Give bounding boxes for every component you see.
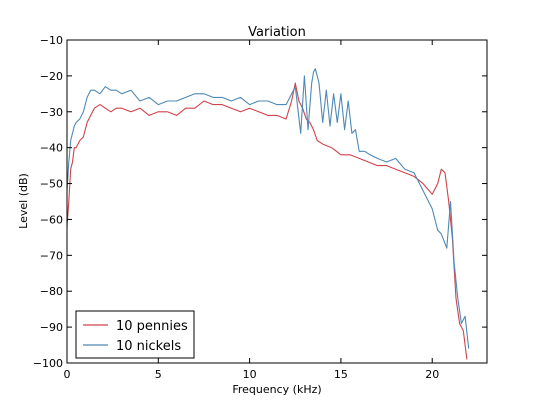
y-tick-label: −30 — [40, 106, 63, 119]
y-tick-label: −90 — [40, 321, 63, 334]
x-tick-label: 10 — [243, 368, 257, 381]
legend-label-nickels: 10 nickels — [116, 339, 181, 354]
legend: 10 pennies 10 nickels — [75, 310, 195, 359]
series-line-1 — [66, 68, 470, 349]
x-tick-label: 15 — [334, 368, 348, 381]
series-line-0 — [66, 82, 468, 360]
x-tick-label: 5 — [155, 368, 162, 381]
chart-title: Variation — [248, 25, 306, 40]
x-tick-label: 0 — [64, 368, 71, 381]
y-tick-label: −50 — [40, 178, 63, 191]
series-layer — [66, 68, 470, 360]
x-axis-label: Frequency (kHz) — [232, 383, 321, 396]
y-tick-label: −100 — [33, 357, 63, 370]
legend-box — [75, 310, 195, 359]
y-axis-label: Level (dB) — [17, 173, 30, 229]
plot-frame — [66, 39, 488, 364]
y-tick-label: −70 — [40, 249, 63, 262]
y-tick-label: −80 — [40, 285, 63, 298]
y-tick-label: −40 — [40, 142, 63, 155]
axes-layer: 0 5 10 15 20 −100 −90 −80 −70 −60 −50 −40 −30 −20 −10 — [33, 34, 488, 381]
y-tick-label: −20 — [40, 70, 63, 83]
y-tick-label: −60 — [40, 213, 63, 226]
y-tick-label: −10 — [40, 34, 63, 47]
x-tick-label: 20 — [425, 368, 439, 381]
legend-label-pennies: 10 pennies — [116, 319, 188, 334]
